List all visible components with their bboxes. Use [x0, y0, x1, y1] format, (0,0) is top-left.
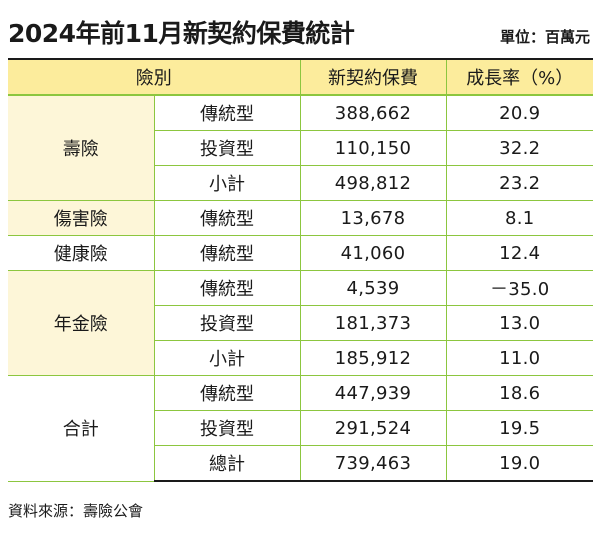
- table-row: 總計 739,463 19.0: [8, 445, 593, 482]
- type-cell: 傳統型: [153, 235, 301, 271]
- growth-cell: 19.5: [445, 410, 593, 446]
- type-cell: 小計: [154, 165, 301, 201]
- table-row: 小計 498,812 23.2: [8, 165, 593, 201]
- table-row: 投資型 110,150 32.2: [8, 130, 593, 166]
- premium-cell: 4,539: [299, 270, 447, 306]
- table-row: 年金險 傳統型 4,539 －35.0: [8, 270, 593, 376]
- table-row: 壽險 傳統型 388,662 20.9: [8, 94, 593, 201]
- table-row: 小計 185,912 11.0: [8, 340, 593, 376]
- type-cell: 小計: [154, 340, 301, 376]
- premium-cell: 181,373: [299, 305, 447, 341]
- table-row: 合計 傳統型 447,939 18.6: [8, 375, 593, 482]
- growth-cell: 13.0: [445, 305, 593, 341]
- growth-cell: 32.2: [445, 130, 593, 166]
- type-cell: 投資型: [154, 305, 301, 341]
- type-cell: 傳統型: [153, 94, 301, 131]
- premium-cell: 447,939: [299, 375, 447, 411]
- premium-cell: 110,150: [299, 130, 447, 166]
- type-cell: 傳統型: [153, 375, 301, 411]
- growth-cell: 19.0: [445, 445, 593, 482]
- type-cell: 總計: [154, 445, 301, 482]
- premium-cell: 291,524: [299, 410, 447, 446]
- table-row: 投資型 291,524 19.5: [8, 410, 593, 446]
- group-label: 壽險: [8, 94, 155, 201]
- growth-cell: 18.6: [445, 375, 593, 411]
- premium-cell: 739,463: [299, 445, 447, 482]
- table-row: 傷害險 傳統型 13,678 8.1: [8, 200, 593, 236]
- growth-cell: 12.4: [445, 235, 593, 271]
- group-label: 健康險: [8, 235, 155, 271]
- premium-cell: 41,060: [299, 235, 447, 271]
- table-row: 健康險 傳統型 41,060 12.4: [8, 235, 593, 271]
- header-premium: 新契約保費: [299, 58, 447, 96]
- growth-cell: 23.2: [445, 165, 593, 201]
- group-label: 合計: [8, 375, 155, 482]
- header-growth: 成長率（%）: [445, 58, 593, 96]
- type-cell: 傳統型: [153, 200, 301, 236]
- premium-cell: 498,812: [299, 165, 447, 201]
- group-label: 傷害險: [8, 200, 155, 236]
- premium-cell: 185,912: [299, 340, 447, 376]
- unit-label: 單位：百萬元: [499, 28, 590, 46]
- type-cell: 投資型: [154, 410, 301, 446]
- growth-cell: 11.0: [445, 340, 593, 376]
- table-title: 2024年前11月新契約保費統計: [8, 19, 355, 48]
- growth-cell: 8.1: [445, 200, 593, 236]
- header-row: 險別 新契約保費 成長率（%）: [8, 58, 593, 96]
- premium-table: 險別 新契約保費 成長率（%） 壽險 傳統型 388,662 20.9 投資型 …: [8, 58, 593, 482]
- premium-cell: 388,662: [299, 94, 447, 131]
- source-note: 資料來源：壽險公會: [8, 502, 144, 520]
- growth-cell: －35.0: [445, 270, 593, 306]
- group-label: 年金險: [8, 270, 155, 376]
- type-cell: 投資型: [154, 130, 301, 166]
- type-cell: 傳統型: [153, 270, 301, 306]
- header-category: 險別: [8, 58, 301, 96]
- growth-cell: 20.9: [445, 94, 593, 131]
- premium-cell: 13,678: [299, 200, 447, 236]
